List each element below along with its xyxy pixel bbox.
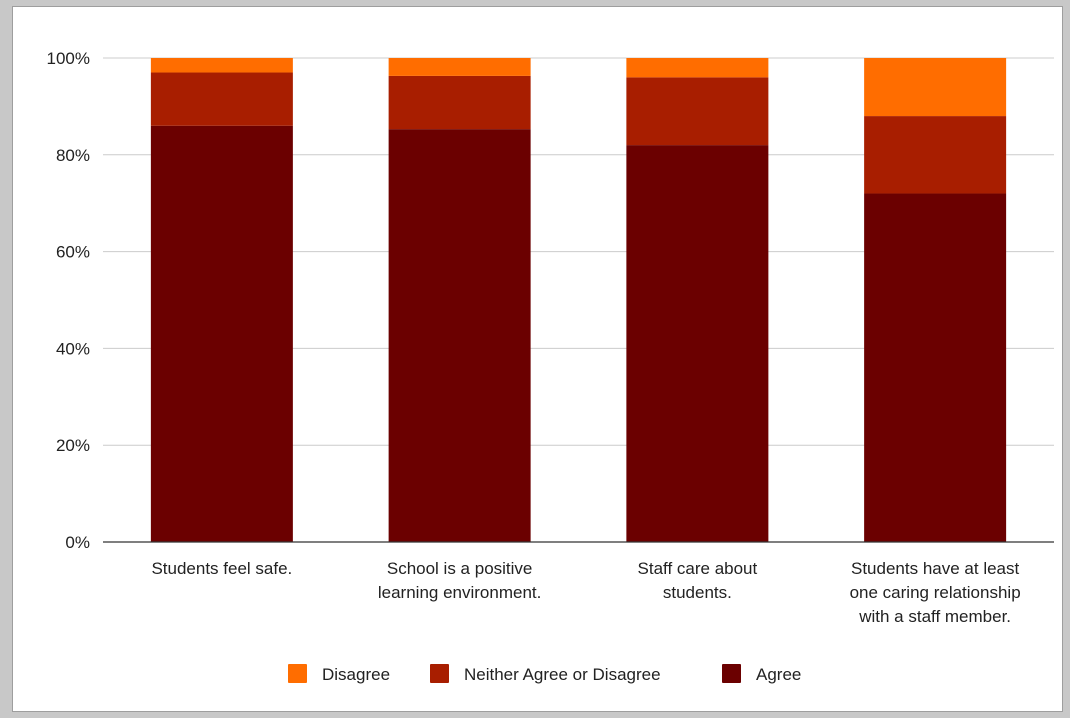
y-tick-label: 40%: [56, 339, 90, 358]
y-tick-label: 0%: [65, 533, 90, 552]
legend: Disagree Neither Agree or Disagree Agree: [288, 664, 801, 684]
bar-segment: [388, 75, 531, 130]
bar-segment: [626, 58, 769, 78]
legend-swatch: [430, 664, 449, 683]
x-axis: Students feel safe. School is a positive l…: [103, 541, 1054, 626]
bar-segment: [388, 58, 531, 76]
legend-swatch: [288, 664, 307, 683]
x-tick-label: Staff care about: [638, 559, 758, 578]
bar-segment: [864, 193, 1007, 542]
legend-label: Neither Agree or Disagree: [464, 665, 661, 684]
x-tick-label: one caring relationship: [850, 583, 1021, 602]
bar-segment: [864, 58, 1007, 117]
x-tick-label: School is a positive: [387, 559, 533, 578]
bar-segment: [626, 145, 769, 542]
x-tick-label: Students have at least: [851, 559, 1020, 578]
x-tick-label: students.: [663, 583, 732, 602]
bar-segment: [388, 129, 531, 542]
y-tick-label: 100%: [47, 49, 90, 68]
legend-label: Disagree: [322, 665, 390, 684]
x-tick-label: learning environment.: [378, 583, 541, 602]
legend-swatch: [722, 664, 741, 683]
bar-segment: [864, 116, 1007, 194]
y-axis: 0% 20% 40% 60% 80% 100%: [47, 49, 90, 552]
bar-segment: [150, 125, 293, 542]
y-tick-label: 80%: [56, 146, 90, 165]
bar-segment: [626, 77, 769, 146]
x-tick-label: with a staff member.: [858, 607, 1011, 626]
legend-label: Agree: [756, 665, 801, 684]
bar-segment: [150, 58, 293, 73]
x-tick-label: Students feel safe.: [151, 559, 292, 578]
y-tick-label: 20%: [56, 436, 90, 455]
bars: [150, 58, 1007, 542]
y-tick-label: 60%: [56, 243, 90, 262]
bar-segment: [150, 72, 293, 126]
